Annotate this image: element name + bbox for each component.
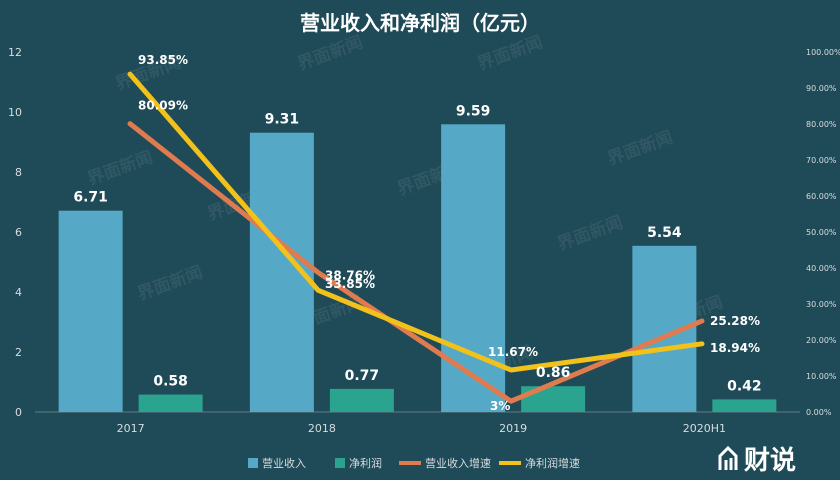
y-right-tick-label: 50.00%	[806, 228, 837, 237]
y-left-tick-label: 4	[15, 286, 22, 299]
x-tick-label: 2017	[117, 422, 145, 435]
x-tick-label: 2018	[308, 422, 336, 435]
watermark-text: 界面新闻	[295, 32, 366, 75]
line-value-label: 80.09%	[138, 99, 188, 113]
bar-net-profit	[521, 386, 586, 412]
watermark-text: 界面新闻	[135, 262, 206, 305]
y-left-tick-label: 2	[15, 346, 22, 359]
bar-net-profit	[712, 399, 777, 412]
line-value-label: 11.67%	[488, 345, 538, 359]
line-value-label: 18.94%	[710, 341, 760, 355]
bar-value-label: 5.54	[647, 225, 682, 241]
y-left-tick-label: 10	[8, 106, 22, 119]
bar-value-label: 0.58	[153, 374, 188, 390]
x-tick-label: 2019	[499, 422, 527, 435]
x-tick-label: 2020H1	[683, 422, 726, 435]
legend-label: 营业收入增速	[425, 456, 491, 470]
bar-value-label: 6.71	[73, 190, 108, 206]
x-axis: 2017 2018 2019 2020H1	[117, 422, 726, 435]
legend-swatch	[248, 458, 258, 468]
y-axis-right: 0.00% 10.00% 20.00% 30.00% 40.00% 50.00% 60.00…	[806, 48, 840, 417]
bar-value-label: 9.59	[456, 103, 491, 119]
y-left-tick-label: 12	[8, 46, 22, 59]
bar-net-profit	[138, 394, 203, 412]
watermark-text: 界面新闻	[605, 127, 676, 170]
bar-net-profit	[329, 388, 394, 412]
legend: 营业收入 净利润 营业收入增速 净利润增速	[248, 456, 580, 470]
y-right-tick-label: 10.00%	[806, 372, 837, 381]
bar-value-label: 0.77	[345, 368, 380, 384]
brand-logo: 财说	[718, 445, 796, 476]
legend-swatch	[335, 458, 345, 468]
y-right-tick-label: 70.00%	[806, 156, 837, 165]
line-value-label: 38.76%	[325, 268, 375, 282]
y-right-tick-label: 20.00%	[806, 336, 837, 345]
y-right-tick-label: 100.00%	[806, 48, 840, 57]
legend-label: 净利润	[349, 456, 382, 470]
y-left-tick-label: 6	[15, 226, 22, 239]
line-data-labels: 80.09% 38.76% 3% 25.28% 93.85% 33.85% 11.67% 18…	[138, 53, 760, 413]
line-value-label: 25.28%	[710, 314, 760, 328]
y-left-tick-label: 0	[15, 406, 22, 419]
y-right-tick-label: 0.00%	[806, 408, 832, 417]
bar-data-labels: 6.71 9.31 9.59 5.54 0.58 0.77 0.86 0.42	[73, 103, 761, 394]
y-right-tick-label: 90.00%	[806, 84, 837, 93]
bar-revenue	[58, 210, 123, 412]
line-value-label: 93.85%	[138, 53, 188, 67]
brand-logo-icon	[718, 445, 738, 470]
watermark-text: 界面新闻	[555, 212, 626, 255]
bar-value-label: 0.86	[536, 365, 571, 381]
line-value-label: 33.85%	[325, 277, 375, 291]
line-value-label: 3%	[490, 399, 510, 413]
watermark-text: 界面新闻	[475, 32, 546, 75]
bar-value-label: 9.31	[265, 112, 300, 128]
y-right-tick-label: 60.00%	[806, 192, 837, 201]
y-right-tick-label: 80.00%	[806, 120, 837, 129]
bar-series	[58, 124, 777, 413]
brand-logo-text: 财说	[744, 446, 796, 476]
bar-revenue	[441, 124, 506, 413]
y-left-tick-label: 8	[15, 166, 22, 179]
legend-label: 营业收入	[262, 456, 306, 470]
y-right-tick-label: 30.00%	[806, 300, 837, 309]
chart-title: 营业收入和净利润（亿元）	[300, 11, 540, 35]
y-axis-left: 0 2 4 6 8 10 12	[8, 46, 22, 419]
watermark-text: 界面新闻	[85, 147, 156, 190]
line-profit-growth	[127, 71, 705, 373]
y-right-tick-label: 40.00%	[806, 264, 837, 273]
bar-value-label: 0.42	[727, 378, 762, 394]
line-revenue-growth	[127, 121, 705, 404]
line-series	[127, 71, 705, 404]
legend-label: 净利润增速	[525, 456, 580, 470]
